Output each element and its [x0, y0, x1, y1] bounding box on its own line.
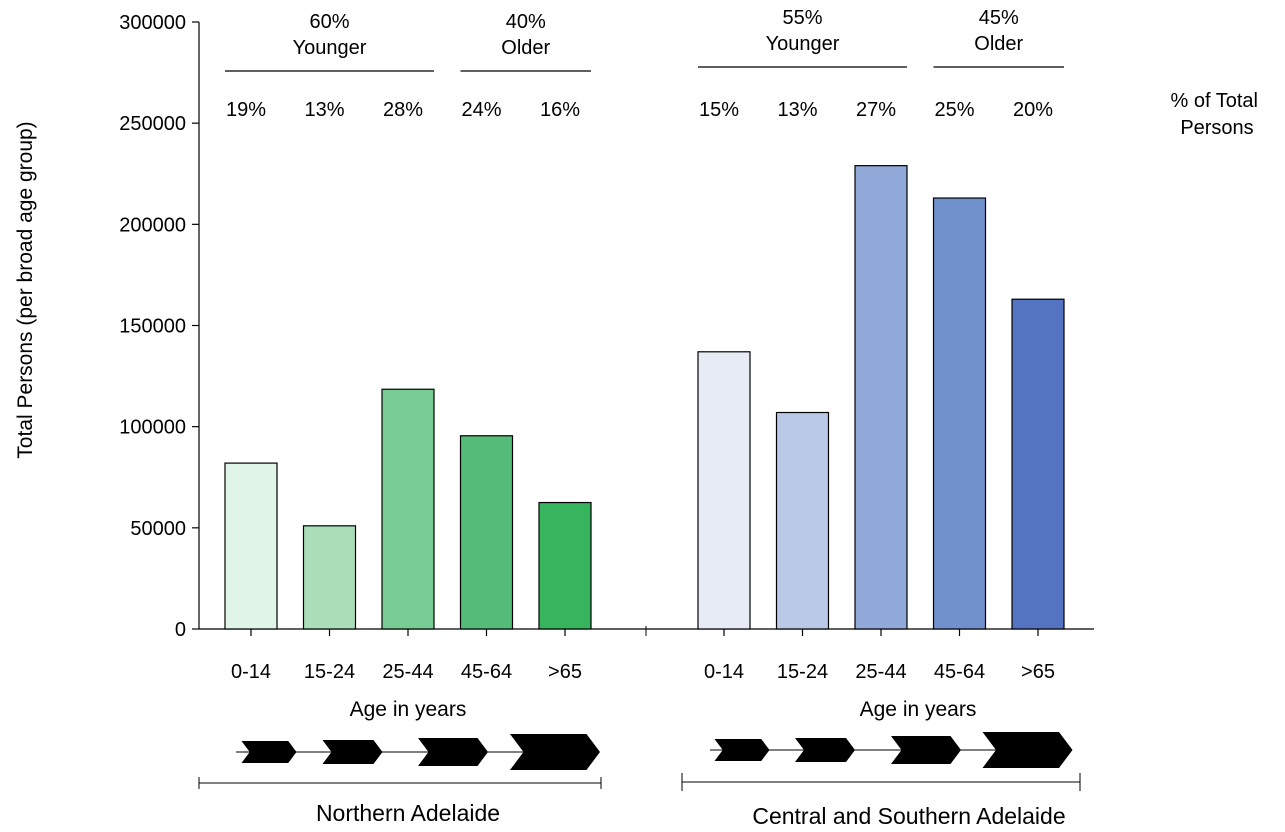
region-label-north: Northern Adelaide	[316, 800, 500, 826]
x-tick-label: 45-64	[934, 661, 985, 683]
y-tick-label: 300000	[119, 12, 186, 34]
summary-percent: 40%	[506, 11, 546, 33]
percent-label: 15%	[699, 99, 739, 121]
x-tick-label: >65	[1021, 661, 1055, 683]
percent-label: 20%	[1013, 99, 1053, 121]
percent-label: 24%	[461, 99, 501, 121]
percent-header-line-1: % of Total	[1170, 90, 1257, 112]
bar	[381, 388, 435, 630]
chevron-arrow-icon	[795, 738, 855, 762]
y-tick-label: 150000	[119, 316, 186, 338]
summary-label: Younger	[766, 33, 840, 55]
x-axis-label-central: Age in years	[860, 698, 977, 721]
x-tick-label: 15-24	[777, 661, 828, 683]
bar	[697, 351, 751, 630]
percent-label: 19%	[226, 99, 266, 121]
bar	[854, 165, 908, 630]
chevron-arrow-icon	[418, 738, 488, 766]
percent-header: % of Total Persons	[1170, 90, 1263, 139]
percent-labels: 19% 13% 28% 24% 16% 15% 13% 27% 25% 20%	[226, 99, 1053, 121]
summary-label: Older	[974, 33, 1023, 55]
bar	[224, 462, 278, 630]
x-tick-label: 45-64	[461, 661, 512, 683]
summary-label: Younger	[293, 37, 367, 59]
chevron-arrow-icon	[510, 734, 600, 770]
region-bracket-central	[681, 773, 1081, 791]
chevron-arrow-icon	[982, 732, 1073, 768]
chevron-arrow-icon	[714, 739, 770, 761]
percent-label: 16%	[540, 99, 580, 121]
summary-percent: 45%	[979, 7, 1019, 29]
chevron-arrow-icon	[322, 740, 383, 764]
x-ticks: 0-14 15-24 25-44 45-64 >65 0-14 15-24 25-44 45-6…	[231, 629, 1055, 683]
region-label-central: Central and Southern Adelaide	[752, 803, 1065, 829]
summary-percent: 55%	[782, 7, 822, 29]
bars	[224, 165, 1065, 630]
y-axis-label: Total Persons (per broad age group)	[14, 121, 37, 458]
x-tick-label: 25-44	[382, 661, 433, 683]
y-tick-label: 250000	[119, 113, 186, 135]
y-tick-label: 200000	[119, 214, 186, 236]
chevron-arrow-icon	[891, 736, 961, 764]
age-progression-arrows-central	[710, 732, 1073, 768]
percent-label: 13%	[777, 99, 817, 121]
x-tick-label: >65	[548, 661, 582, 683]
summary-percent: 60%	[309, 11, 349, 33]
y-tick-label: 0	[175, 619, 186, 641]
percent-label: 25%	[934, 99, 974, 121]
y-tick-label: 100000	[119, 417, 186, 439]
region-bracket-north	[198, 777, 602, 789]
x-tick-label: 0-14	[704, 661, 744, 683]
x-tick-label: 0-14	[231, 661, 271, 683]
summary-brackets: 60% Younger 40% Older 55% Younger 45% Older	[225, 7, 1064, 72]
bar	[932, 197, 987, 630]
percent-label: 27%	[856, 99, 896, 121]
bar	[1011, 298, 1065, 630]
bar	[302, 525, 357, 630]
bar	[775, 411, 830, 630]
chevron-arrow-icon	[241, 741, 297, 763]
x-tick-label: 15-24	[304, 661, 355, 683]
bar	[459, 435, 514, 630]
x-axis-label-north: Age in years	[350, 698, 467, 721]
y-tick-label: 50000	[130, 518, 186, 540]
age-progression-arrows-north	[236, 734, 600, 770]
percent-label: 28%	[383, 99, 423, 121]
summary-label: Older	[501, 37, 550, 59]
y-ticks: 0 50000 100000 150000 200000 250000 300000	[119, 12, 199, 641]
percent-header-line-2: Persons	[1180, 117, 1253, 139]
percent-label: 13%	[304, 99, 344, 121]
bar	[538, 501, 592, 630]
x-tick-label: 25-44	[855, 661, 906, 683]
